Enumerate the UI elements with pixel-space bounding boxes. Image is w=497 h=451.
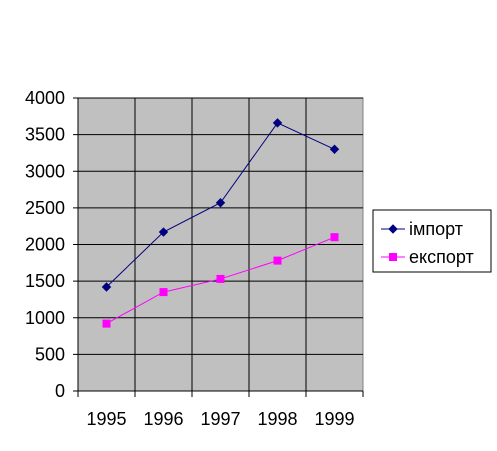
legend-label: експорт [409,247,474,267]
x-tick-label: 1998 [257,409,297,429]
y-tick-label: 3000 [25,161,65,181]
y-tick-label: 3500 [25,125,65,145]
y-tick-label: 500 [35,344,65,364]
data-point [272,118,283,128]
y-tick-label: 0 [55,381,65,401]
data-point [273,256,282,265]
legend-marker [388,224,398,234]
y-tick-labels: 0 500 1000 1500 2000 2500 3000 3500 4000 [25,88,65,401]
y-tick-label: 4000 [25,88,65,108]
y-tick-label: 2000 [25,235,65,255]
legend-label: імпорт [409,219,463,239]
x-tick-label: 1995 [86,409,126,429]
data-point [101,282,112,292]
data-point [330,233,339,242]
legend-marker [389,253,397,261]
y-tick-label: 2500 [25,198,65,218]
y-tick-label: 1000 [25,308,65,328]
data-point [329,144,340,154]
y-tick-label: 1500 [25,271,65,291]
data-point [159,288,168,297]
data-point [158,227,169,237]
data-point [215,198,226,208]
data-point [102,319,111,328]
legend-box [372,209,492,273]
legend: імпорт експорт [372,209,492,273]
axes [73,97,364,397]
x-tick-label: 1999 [314,409,354,429]
x-tick-label: 1997 [200,409,240,429]
series-layer [101,118,340,328]
data-point [216,274,225,283]
gridlines [78,97,363,391]
x-tick-label: 1996 [143,409,183,429]
x-tick-labels: 1995 1996 1997 1998 1999 [86,409,354,429]
